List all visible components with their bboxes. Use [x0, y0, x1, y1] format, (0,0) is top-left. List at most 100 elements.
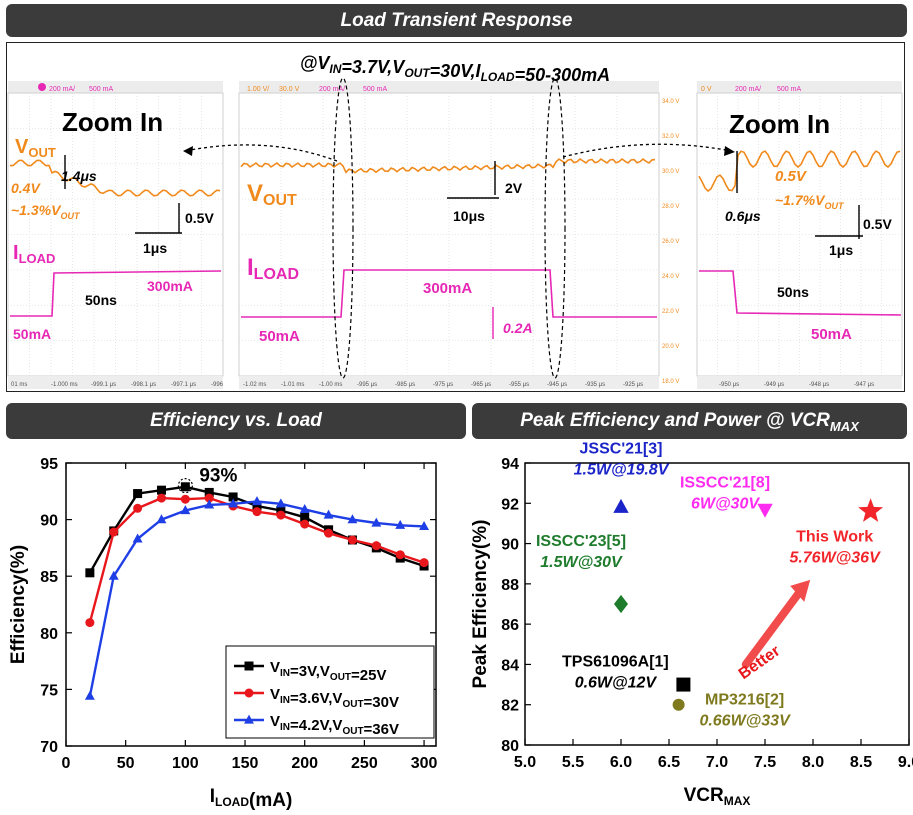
time-tick: -1.00 ms: [319, 382, 342, 388]
scatter-point-0: [613, 498, 629, 513]
screen-header: [697, 81, 902, 93]
t10-label: 10μs: [453, 208, 485, 224]
screen-header: [239, 81, 659, 93]
series-point-0: [85, 568, 95, 578]
y-tick-label: 75: [40, 682, 58, 699]
point-name-3: ISSCC'23[5]: [536, 533, 626, 550]
point-name-1: ISSCC'21[8]: [680, 474, 770, 491]
t50-label: 50ns: [777, 284, 809, 300]
efficiency-chart-svg: 70 75 80 85 90 95 0 50 100 150 200 250 300 Efficiency…: [8, 456, 438, 811]
y-tick-label: 82: [501, 698, 519, 715]
point-name-5: MP3216[2]: [705, 692, 784, 709]
series-point-1: [395, 550, 405, 560]
series-point-1: [252, 507, 262, 517]
hdr-b: 200 mA/: [735, 86, 761, 93]
time-tick: -965 μs: [471, 382, 491, 388]
better-arrow-head: [790, 579, 811, 602]
point-name-4: TPS61096A[1]: [562, 654, 669, 671]
series-point-1: [300, 519, 310, 529]
t50-label: 50ns: [85, 292, 117, 308]
series-point-2: [84, 690, 95, 700]
time-tick: -1.000 ms: [51, 382, 78, 388]
time-tick: -996: [211, 382, 224, 388]
scatter-point-2: [858, 498, 883, 522]
time-tick: -925 μs: [623, 382, 643, 388]
pct-label: ~1.7%VOUT: [775, 192, 845, 211]
legend-marker-0: [244, 661, 254, 671]
zoom-arrow-right-head: [724, 146, 735, 156]
banner-peak-text: Peak Efficiency and Power @ VCR: [520, 410, 830, 431]
series-point-2: [204, 499, 215, 509]
series-point-2: [108, 570, 119, 580]
hdr-d: 500 mA: [363, 86, 387, 93]
series-point-2: [419, 520, 430, 530]
time-tick: -995 μs: [357, 382, 377, 388]
x-tick-label: 0: [62, 755, 71, 772]
hdr-a: 1.00 V/: [247, 86, 269, 93]
x-tick-label: 8.5: [850, 754, 872, 771]
zoom-ellipse-2: [544, 77, 566, 379]
series-point-0: [156, 485, 166, 495]
time-tick: 01 ms: [11, 382, 27, 388]
series-point-0: [180, 482, 190, 492]
series-point-2: [132, 533, 143, 543]
v05-label: 0.5V: [185, 210, 214, 226]
x-tick-label: 5.5: [562, 754, 584, 771]
series-point-1: [419, 558, 429, 568]
t06-label: 0.6μs: [725, 208, 761, 224]
ma50-label: 50mA: [811, 326, 852, 343]
x-tick-label: 6.5: [658, 754, 680, 771]
vout-trace: [698, 150, 901, 193]
vout-label: VOUT: [247, 180, 297, 209]
vout-trace: [10, 159, 221, 197]
a02-label: 0.2A: [503, 320, 533, 336]
plot-frame: [65, 462, 437, 747]
scale-tick: 30.0 V: [662, 169, 679, 175]
y-tick-label: 84: [501, 657, 519, 674]
screen-header: [8, 81, 223, 93]
iload-label: ILOAD: [247, 254, 299, 283]
series-point-1: [324, 528, 334, 538]
scale-tick: 18.0 V: [662, 379, 679, 385]
series-point-0: [252, 501, 262, 511]
scatter-point-1: [757, 503, 773, 518]
ma300-label: 300mA: [423, 280, 472, 297]
series-point-0: [300, 512, 310, 522]
efficiency-chart: 70 75 80 85 90 95 0 50 100 150 200 250 300 Efficiency…: [0, 445, 460, 815]
series-point-2: [323, 509, 334, 519]
series-point-2: [180, 505, 191, 515]
screen-footer: [697, 376, 902, 389]
zoom-label: Zoom In: [729, 109, 830, 139]
point-power-2: 5.76W@36V: [789, 549, 881, 566]
scatter-point-4: [676, 677, 691, 692]
time-tick: -935 μs: [585, 382, 605, 388]
hdr-a: 200 mA/: [49, 86, 75, 93]
iload-label: ILOAD: [13, 242, 55, 266]
time-tick: -1.01 ms: [281, 382, 304, 388]
series-point-1: [204, 493, 214, 503]
y-tick-label: 80: [501, 738, 519, 755]
time-tick: -947 μs: [854, 382, 874, 388]
time-tick: -955 μs: [509, 382, 529, 388]
time-tick: -999.1 μs: [91, 382, 116, 388]
hdr-b: 500 mA: [89, 86, 113, 93]
series-point-1: [85, 618, 95, 628]
ma50-label: 50mA: [259, 328, 300, 345]
vout-label: VOUT: [15, 136, 56, 160]
scope-panel: @VIN=3.7V,VOUT=30V,ILOAD=50-300mA 200 mA/…: [6, 42, 905, 392]
series-point-1: [109, 527, 119, 537]
scope-right: 0 V 200 mA/500 mA Zoom In 0.5V 0.6μs ~1.7%VOU…: [696, 81, 903, 389]
scale-tick: 34.0 V: [662, 99, 679, 105]
y-tick-label: 88: [501, 577, 519, 594]
better-arrow-shaft: [741, 589, 803, 669]
t14-label: 1.4μs: [61, 168, 97, 184]
v05a-label: 0.5V: [775, 168, 808, 185]
y-axis-label: Efficiency(%): [8, 545, 29, 664]
point-power-1: 6W@30V: [691, 495, 760, 512]
zoom-arrow-right: [562, 143, 732, 158]
time-tick: -945 μs: [547, 382, 567, 388]
x-tick-label: 300: [411, 755, 438, 772]
scatter-point-3: [614, 594, 628, 614]
scale-tick: 22.0 V: [662, 309, 679, 315]
